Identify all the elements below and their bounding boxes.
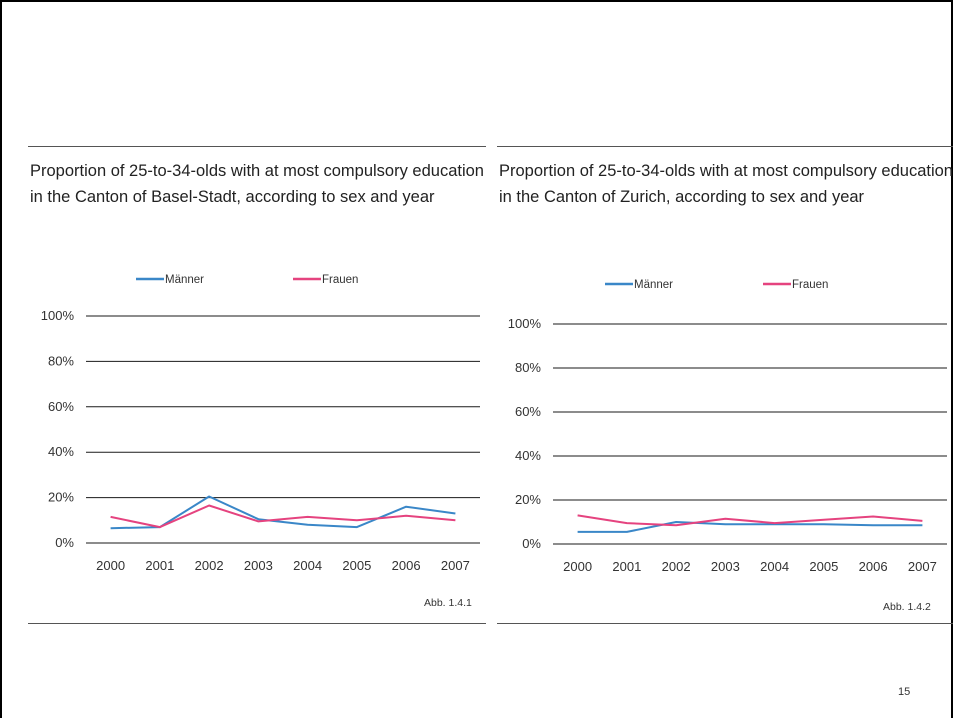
x-tick-label: 2000 <box>96 558 125 573</box>
x-tick-label: 2000 <box>563 559 592 574</box>
bottom-rule <box>28 623 486 624</box>
y-tick-label: 40% <box>515 448 541 463</box>
legend-label: Frauen <box>792 279 828 291</box>
x-tick-label: 2004 <box>293 558 322 573</box>
x-tick-label: 2002 <box>195 558 224 573</box>
y-tick-label: 60% <box>515 404 541 419</box>
y-tick-label: 0% <box>522 536 541 551</box>
y-tick-label: 100% <box>508 316 542 331</box>
y-tick-label: 20% <box>48 490 74 505</box>
x-tick-label: 2001 <box>612 559 641 574</box>
top-rule <box>497 146 953 147</box>
x-tick-label: 2002 <box>662 559 691 574</box>
x-tick-label: 2004 <box>760 559 789 574</box>
x-tick-label: 2007 <box>908 559 937 574</box>
x-tick-label: 2003 <box>244 558 273 573</box>
series-line-mnner <box>577 521 923 533</box>
chart-title: Proportion of 25-to-34-olds with at most… <box>499 162 953 206</box>
x-tick-label: 2005 <box>342 558 371 573</box>
legend-label: Frauen <box>322 274 358 286</box>
top-rule <box>28 146 486 147</box>
x-tick-label: 2006 <box>392 558 421 573</box>
x-tick-label: 2003 <box>711 559 740 574</box>
x-tick-label: 2005 <box>809 559 838 574</box>
x-tick-label: 2006 <box>859 559 888 574</box>
line-chart-zurich: 0% 20% 40% 60% 80% 100% 2000 2001 2002 2003 2004 20… <box>497 262 953 582</box>
legend-label: Männer <box>165 274 204 286</box>
y-tick-label: 80% <box>48 353 74 368</box>
x-tick-label: 2007 <box>441 558 470 573</box>
chart-title: Proportion of 25-to-34-olds with at most… <box>30 162 484 206</box>
series-line-frauen <box>577 514 923 527</box>
figure-caption: Abb. 1.4.2 <box>883 601 931 613</box>
chart-panel-zurich: Proportion of 25-to-34-olds with at most… <box>497 2 953 720</box>
y-tick-label: 60% <box>48 399 74 414</box>
series-line-mnner <box>110 495 456 530</box>
series-line-frauen <box>110 504 456 529</box>
y-tick-label: 20% <box>515 492 541 507</box>
y-tick-label: 80% <box>515 360 541 375</box>
bottom-rule <box>497 623 953 624</box>
figure-caption: Abb. 1.4.1 <box>424 597 472 609</box>
x-tick-label: 2001 <box>145 558 174 573</box>
line-chart-basel: 0% 20% 40% 60% 80% 100% 2000 2001 2002 2003 2004 20… <box>28 262 488 582</box>
y-tick-label: 40% <box>48 444 74 459</box>
y-tick-label: 100% <box>41 308 75 323</box>
page-number: 15 <box>898 686 911 698</box>
legend-label: Männer <box>634 279 673 291</box>
y-tick-label: 0% <box>55 535 74 550</box>
chart-panel-basel: Proportion of 25-to-34-olds with at most… <box>28 2 488 720</box>
